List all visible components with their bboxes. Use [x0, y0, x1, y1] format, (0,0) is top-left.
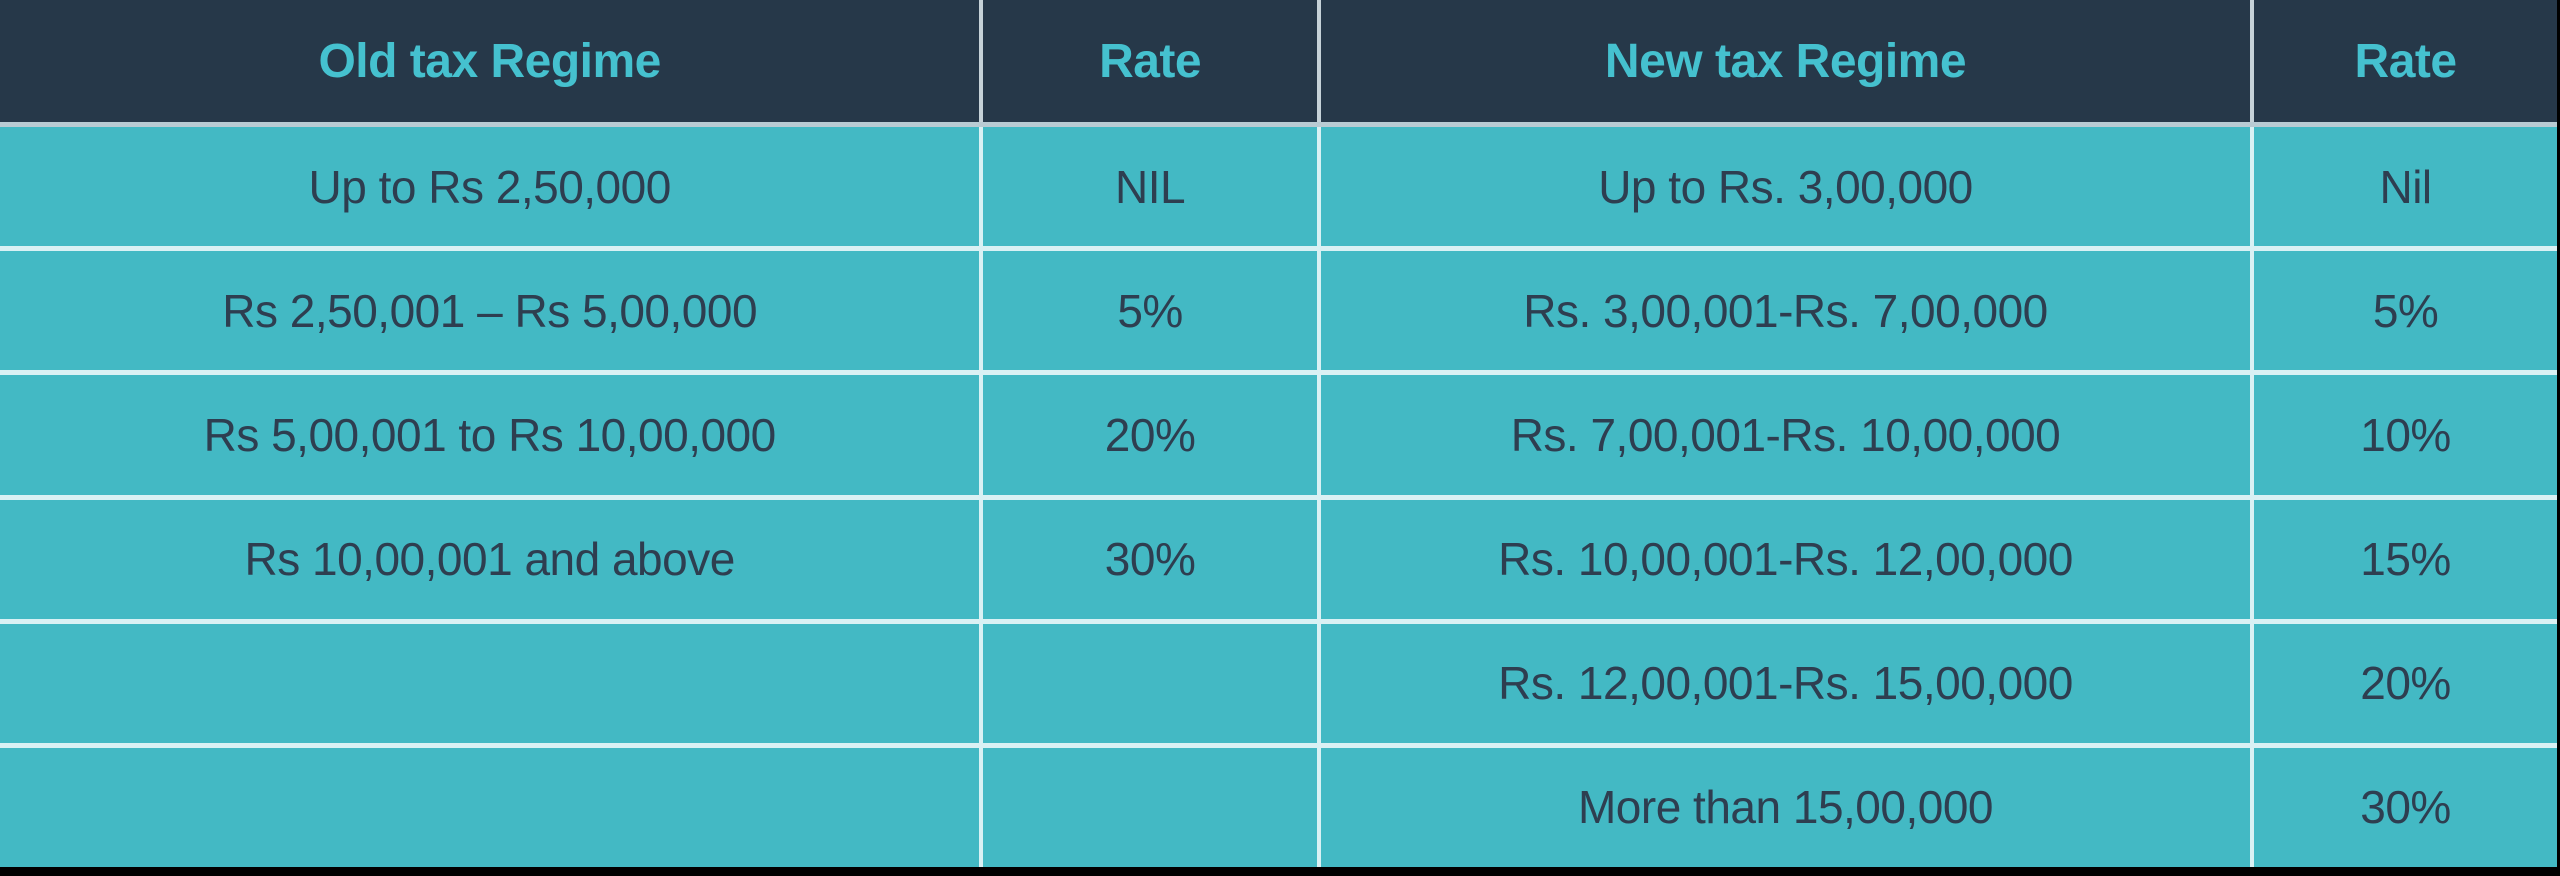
- table-cell-new-slab: Rs. 3,00,001-Rs. 7,00,000: [1316, 251, 2251, 371]
- table-cell-new-rate: Nil: [2250, 127, 2557, 247]
- header-new-regime: New tax Regime: [1316, 0, 2251, 122]
- table-row: Up to Rs 2,50,000 NIL Up to Rs. 3,00,000…: [0, 122, 2557, 247]
- table-cell-old-slab-empty: [0, 623, 980, 743]
- table-cell-old-rate: 30%: [979, 499, 1317, 619]
- header-old-regime: Old tax Regime: [0, 0, 980, 122]
- table-cell-new-slab: Up to Rs. 3,00,000: [1316, 127, 2251, 247]
- table-header-row: Old tax Regime Rate New tax Regime Rate: [0, 0, 2557, 122]
- table-cell-old-slab: Up to Rs 2,50,000: [0, 127, 980, 247]
- table-cell-old-rate: 20%: [979, 375, 1317, 495]
- table-cell-old-rate: NIL: [979, 127, 1317, 247]
- table-cell-new-slab: Rs. 10,00,001-Rs. 12,00,000: [1316, 499, 2251, 619]
- table-cell-old-rate: 5%: [979, 251, 1317, 371]
- table-cell-new-rate: 10%: [2250, 375, 2557, 495]
- header-old-rate: Rate: [979, 0, 1317, 122]
- table-cell-new-rate: 30%: [2250, 747, 2557, 868]
- table-cell-old-slab: Rs 2,50,001 – Rs 5,00,000: [0, 251, 980, 371]
- table-cell-new-slab: More than 15,00,000: [1316, 747, 2251, 868]
- table-row: Rs 2,50,001 – Rs 5,00,000 5% Rs. 3,00,00…: [0, 246, 2557, 371]
- table-cell-new-slab: Rs. 12,00,001-Rs. 15,00,000: [1316, 623, 2251, 743]
- table-row: Rs. 12,00,001-Rs. 15,00,000 20%: [0, 618, 2557, 743]
- table-cell-new-rate: 5%: [2250, 251, 2557, 371]
- table-cell-old-rate-empty: [979, 747, 1317, 868]
- table-cell-old-slab: Rs 10,00,001 and above: [0, 499, 980, 619]
- table-row: Rs 5,00,001 to Rs 10,00,000 20% Rs. 7,00…: [0, 370, 2557, 495]
- table-cell-new-slab: Rs. 7,00,001-Rs. 10,00,000: [1316, 375, 2251, 495]
- table-cell-old-rate-empty: [979, 623, 1317, 743]
- table-row: Rs 10,00,001 and above 30% Rs. 10,00,001…: [0, 494, 2557, 619]
- table-cell-old-slab-empty: [0, 747, 980, 868]
- table-cell-new-rate: 20%: [2250, 623, 2557, 743]
- header-new-rate: Rate: [2250, 0, 2557, 122]
- table-cell-new-rate: 15%: [2250, 499, 2557, 619]
- table-cell-old-slab: Rs 5,00,001 to Rs 10,00,000: [0, 375, 980, 495]
- table-row: More than 15,00,000 30%: [0, 742, 2557, 868]
